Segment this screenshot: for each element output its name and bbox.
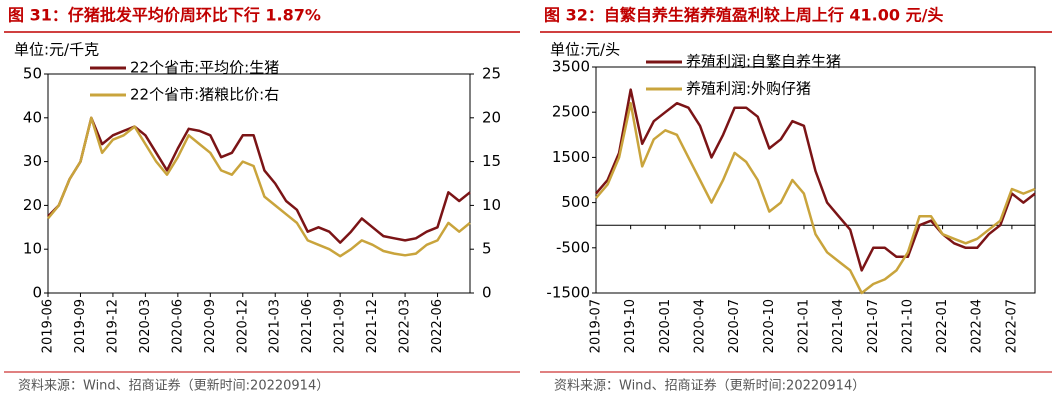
y-tick-label: -1500 xyxy=(546,284,590,302)
x-tick-label: 2019-07 xyxy=(589,299,604,353)
x-tick-label: 2022-03 xyxy=(398,299,413,353)
source: 资料来源：Wind、招商证券（更新时间:20220914） xyxy=(18,378,329,394)
y-tick-label: 3500 xyxy=(552,58,590,76)
x-tick-label: 2021-10 xyxy=(900,299,915,353)
x-tick-label: 2021-12 xyxy=(365,299,380,353)
legend-label: 养殖利润:外购仔猪 xyxy=(686,80,811,98)
y-tick-label: 50 xyxy=(23,65,42,83)
series-line xyxy=(47,116,471,244)
x-tick-label: 2021-04 xyxy=(831,299,846,353)
y2-tick-label: 5 xyxy=(482,240,492,258)
x-tick-label: 2021-01 xyxy=(796,299,811,353)
x-tick-label: 2019-10 xyxy=(623,299,638,353)
y-tick-label: 0 xyxy=(32,284,42,302)
legend-label: 22个省市:猪粮比价:右 xyxy=(130,86,279,104)
legend-label: 养殖利润:自繁自养生猪 xyxy=(686,53,841,71)
y-tick-label: -500 xyxy=(556,238,590,256)
y2-tick-label: 10 xyxy=(482,196,501,214)
x-tick-label: 2020-03 xyxy=(138,299,153,353)
x-tick-label: 2019-06 xyxy=(41,299,56,353)
x-tick-label: 2020-04 xyxy=(692,299,707,353)
x-tick-label: 2022-07 xyxy=(1004,299,1019,353)
source: 资料来源：Wind、招商证券（更新时间:20220914） xyxy=(554,378,865,394)
plot-frame xyxy=(595,66,1036,294)
x-tick-label: 2021-07 xyxy=(866,299,881,353)
x-tick-label: 2020-01 xyxy=(658,299,673,353)
y2-tick-label: 15 xyxy=(482,152,501,170)
chart-title: 图 31：仔猪批发平均价周环比下行 1.87% xyxy=(8,6,321,25)
x-tick-label: 2020-07 xyxy=(727,299,742,353)
y2-tick-label: 20 xyxy=(482,108,501,126)
y-tick-label: 30 xyxy=(23,152,42,170)
plot-frame xyxy=(47,73,471,294)
x-tick-label: 2022-06 xyxy=(430,299,445,353)
legend-label: 22个省市:平均价:生猪 xyxy=(130,59,279,77)
x-tick-label: 2020-09 xyxy=(203,299,218,353)
y-tick-label: 20 xyxy=(23,196,42,214)
x-tick-label: 2021-03 xyxy=(268,299,283,353)
x-tick-label: 2020-06 xyxy=(170,299,185,353)
y2-tick-label: 0 xyxy=(482,284,492,302)
x-tick-label: 2019-12 xyxy=(105,299,120,353)
chart-title: 图 32：自繁自养生猪养殖盈利较上周上行 41.00 元/头 xyxy=(544,6,943,25)
series-line xyxy=(47,116,471,258)
x-tick-label: 2020-12 xyxy=(235,299,250,353)
y-tick-label: 500 xyxy=(561,193,590,211)
x-tick-label: 2022-01 xyxy=(935,299,950,353)
x-tick-label: 2021-09 xyxy=(333,299,348,353)
x-tick-label: 2020-10 xyxy=(762,299,777,353)
unit-label: 单位:元/千克 xyxy=(14,41,99,59)
y-tick-label: 2500 xyxy=(552,103,590,121)
series-line xyxy=(595,101,1036,295)
y-tick-label: 1500 xyxy=(552,148,590,166)
series-line xyxy=(595,88,1036,272)
unit-label: 单位:元/头 xyxy=(550,41,620,59)
y2-tick-label: 25 xyxy=(482,65,501,83)
y-tick-label: 10 xyxy=(23,240,42,258)
y-tick-label: 40 xyxy=(23,108,42,126)
x-tick-label: 2021-06 xyxy=(300,299,315,353)
x-tick-label: 2019-09 xyxy=(73,299,88,353)
x-tick-label: 2022-04 xyxy=(970,299,985,353)
